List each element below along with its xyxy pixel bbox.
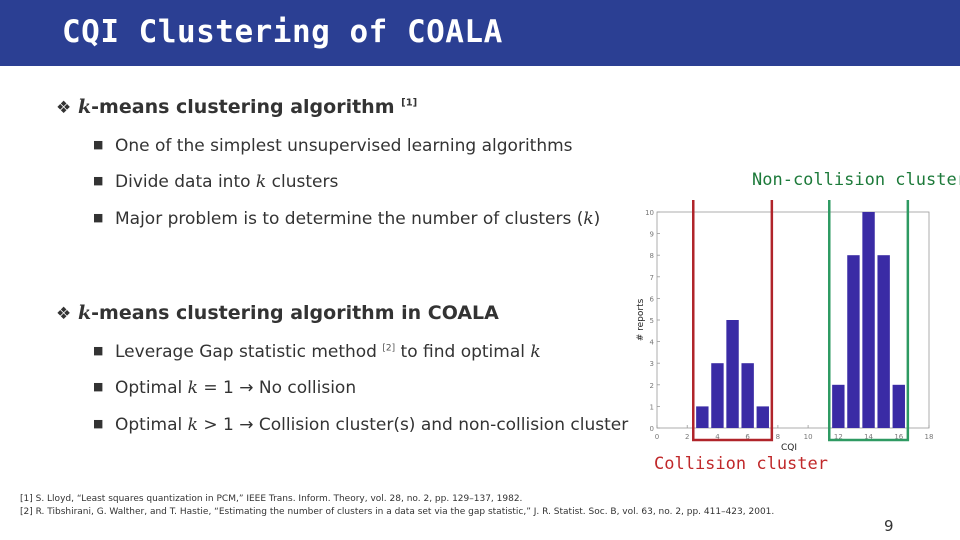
title-bar: CQI Clustering of COALA xyxy=(0,0,960,66)
x-tick-label: 2 xyxy=(685,433,689,441)
bullet-item: ■ Optimal k > 1 → Collision cluster(s) an… xyxy=(93,415,629,435)
y-tick-label: 8 xyxy=(650,252,654,260)
bar xyxy=(862,212,875,428)
x-tick-label: 10 xyxy=(804,433,813,441)
y-tick-label: 9 xyxy=(650,231,654,239)
x-tick-label: 0 xyxy=(655,433,659,441)
y-tick-label: 4 xyxy=(650,339,655,347)
x-tick-label: 4 xyxy=(715,433,720,441)
bullet-item: ■ One of the simplest unsupervised learni… xyxy=(93,136,573,156)
section2-heading: ❖ k-means clustering algorithm in COALA xyxy=(56,302,499,324)
x-tick-label: 16 xyxy=(894,433,903,441)
collision-label: Collision cluster xyxy=(654,454,828,474)
y-tick-label: 3 xyxy=(650,360,654,368)
y-tick-label: 0 xyxy=(650,425,654,433)
square-bullet-icon: ■ xyxy=(93,138,104,151)
citation: [1] xyxy=(401,97,418,109)
square-bullet-icon: ■ xyxy=(93,174,104,187)
diamond-bullet-icon: ❖ xyxy=(56,304,72,324)
bar xyxy=(877,255,890,428)
y-tick-label: 2 xyxy=(650,382,654,390)
square-bullet-icon: ■ xyxy=(93,344,104,357)
bar xyxy=(741,363,754,428)
y-tick-label: 10 xyxy=(645,209,654,217)
bullet-item: ■ Optimal k = 1 → No collision xyxy=(93,378,357,398)
bar xyxy=(832,384,845,428)
x-axis-label: CQI xyxy=(781,443,797,453)
section1-heading: ❖ k-means clustering algorithm [1] xyxy=(56,96,418,118)
y-tick-label: 6 xyxy=(650,295,655,303)
bar xyxy=(847,255,860,428)
bar xyxy=(892,384,905,428)
diamond-bullet-icon: ❖ xyxy=(56,98,72,118)
y-tick-label: 1 xyxy=(650,403,654,411)
non-collision-label: Non-collision cluster xyxy=(752,170,960,190)
bar xyxy=(711,363,724,428)
bar xyxy=(756,406,769,428)
square-bullet-icon: ■ xyxy=(93,380,104,393)
y-tick-label: 7 xyxy=(650,274,654,282)
reference-1: [1] S. Lloyd, “Least squares quantizatio… xyxy=(20,494,523,504)
square-bullet-icon: ■ xyxy=(93,417,104,430)
bullet-item: ■ Leverage Gap statistic method [2] to fi… xyxy=(93,342,541,362)
x-tick-label: 18 xyxy=(925,433,934,441)
x-tick-label: 6 xyxy=(745,433,750,441)
bar xyxy=(696,406,709,428)
bullet-item: ■ Major problem is to determine the numbe… xyxy=(93,209,601,229)
y-axis-label: # reports xyxy=(636,298,646,341)
reference-2: [2] R. Tibshirani, G. Walther, and T. Ha… xyxy=(20,507,775,517)
x-tick-label: 12 xyxy=(834,433,843,441)
square-bullet-icon: ■ xyxy=(93,211,104,224)
y-tick-label: 5 xyxy=(650,317,654,325)
noncollision-cluster-box xyxy=(828,200,910,442)
slide-title: CQI Clustering of COALA xyxy=(62,14,503,50)
citation: [2] xyxy=(382,343,396,354)
x-tick-label: 14 xyxy=(864,433,873,441)
bullet-item: ■ Divide data into k clusters xyxy=(93,172,339,192)
x-tick-label: 8 xyxy=(776,433,780,441)
collision-cluster-box xyxy=(692,200,774,442)
page-number: 9 xyxy=(884,517,894,535)
bar xyxy=(726,320,739,428)
